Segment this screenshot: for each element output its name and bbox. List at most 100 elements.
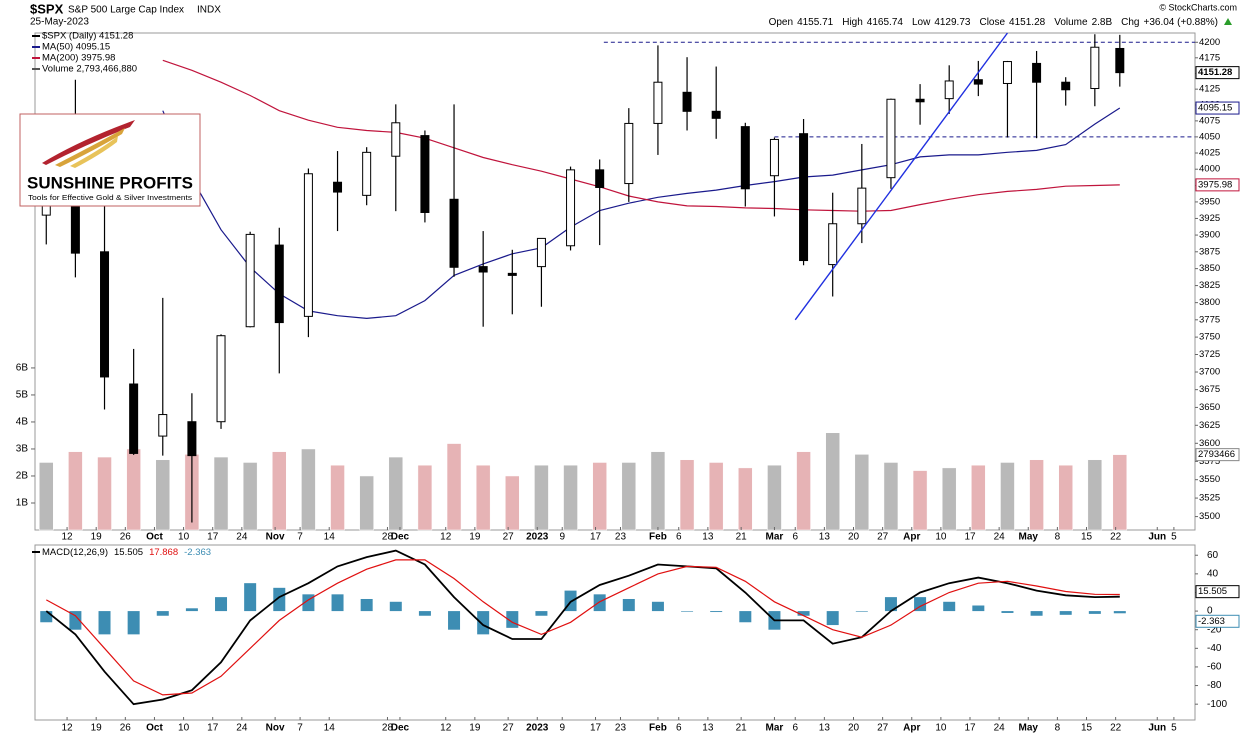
macd-histogram-bar	[535, 611, 548, 616]
volume-bar	[650, 451, 666, 531]
x-tick-label: 13	[702, 532, 714, 543]
x-tick-label: 10	[178, 532, 190, 543]
volume-bar	[796, 451, 811, 531]
price-tick-label: 3600	[1199, 438, 1220, 449]
x-tick-label: 13	[702, 723, 714, 734]
macd-histogram-bar	[448, 611, 461, 630]
x-tick-label: Apr	[903, 723, 920, 734]
volume-bar	[1087, 459, 1103, 531]
quote-value: 2.8B	[1092, 17, 1113, 28]
plot-layer: 1B 2B 3B 4B 5B 6B 3500 3525 3550 3575 3600 3625 3650…	[16, 32, 1227, 734]
x-tick-label: 24	[236, 723, 248, 734]
price-tick-label: 3550	[1199, 474, 1220, 485]
macd-histogram-bar	[389, 601, 402, 612]
quote-line: Open 4155.71 High 4165.74 Low 4129.73 Close 415…	[769, 17, 1218, 28]
price-tick-label: 3950	[1199, 196, 1220, 207]
macd-tick-label: 60	[1207, 550, 1219, 561]
macd-histogram-bar	[1059, 611, 1072, 615]
price-tick-label: 3500	[1199, 511, 1220, 522]
volume-bar	[1000, 462, 1015, 531]
x-tick-label: 24	[236, 532, 248, 543]
macd-histogram-bar	[710, 611, 723, 613]
x-tick-label: 27	[877, 532, 889, 543]
logo-tagline: Tools for Effective Gold & Silver Invest…	[28, 193, 192, 202]
x-tick-label: 22	[1110, 723, 1122, 734]
volume-bar	[301, 448, 316, 531]
legend-label: Volume 2,793,466,880	[42, 64, 137, 75]
x-tick-label: 10	[178, 723, 190, 734]
x-tick-label: 14	[324, 723, 336, 734]
candle-body	[944, 80, 954, 100]
candle-body	[391, 122, 401, 157]
x-tick-label: 15	[1081, 723, 1093, 734]
macd-line	[45, 549, 1120, 706]
x-tick-label: 2023	[526, 532, 549, 543]
candle-body	[1002, 61, 1012, 84]
x-tick-label: 7	[297, 723, 303, 734]
x-tick-label: 10	[935, 532, 947, 543]
price-tick-label: 3850	[1199, 263, 1220, 274]
candle-body	[333, 181, 343, 193]
legend-label: $SPX (Daily) 4151.28	[42, 31, 133, 42]
candle-body	[536, 237, 546, 268]
macd-histogram-bar	[418, 611, 431, 616]
quote-label: High	[842, 17, 863, 28]
x-tick-label: 6	[676, 532, 682, 543]
x-tick-label: 23	[615, 532, 627, 543]
x-tick-label: 17	[590, 532, 602, 543]
volume-bar	[883, 462, 899, 531]
value-box-label: 4095.15	[1198, 103, 1232, 114]
volume-tick-label: 5B	[16, 390, 29, 401]
candle-body	[886, 98, 896, 179]
x-tick-label: 2023	[526, 723, 549, 734]
candle-body	[653, 81, 663, 124]
volume-bar	[708, 462, 724, 531]
x-tick-label: 20	[848, 532, 860, 543]
candle-body	[799, 133, 809, 262]
candle-body	[449, 198, 459, 268]
macd-histogram-bar	[1113, 611, 1126, 614]
candle-body	[1032, 62, 1042, 83]
price-tick-label: 3750	[1199, 332, 1220, 343]
x-tick-label: 6	[676, 723, 682, 734]
price-tick-label: 3575	[1199, 456, 1220, 467]
candle-body	[1115, 47, 1125, 74]
x-tick-label: 17	[207, 532, 219, 543]
price-tick-label: 4025	[1199, 148, 1220, 159]
macd-histogram-bar	[477, 611, 490, 635]
candle-body	[740, 126, 750, 190]
volume-bar	[475, 464, 491, 531]
macd-histogram-bar	[156, 611, 169, 616]
x-tick-label: May	[1019, 723, 1039, 734]
macd-tick-label: 0	[1207, 606, 1213, 617]
volume-bar	[563, 464, 578, 531]
copyright: © StockCharts.com	[1159, 2, 1237, 12]
macd-line	[46, 559, 1120, 696]
candle-body	[274, 244, 284, 324]
x-tick-label: 12	[62, 532, 74, 543]
candle-body	[595, 169, 605, 188]
value-box	[1195, 448, 1240, 462]
macd-histogram-bar	[1088, 611, 1101, 614]
macd-panel	[34, 544, 1196, 721]
quote-value: +36.04 (+0.88%)	[1144, 17, 1219, 28]
quote-value: 4129.73	[934, 17, 971, 28]
candle-body	[915, 98, 925, 103]
volume-tick-label: 6B	[16, 363, 29, 374]
x-tick-label: May	[1019, 532, 1039, 543]
macd-histogram-bar	[1030, 611, 1043, 616]
x-tick-label: 21	[736, 723, 748, 734]
volume-bar	[738, 467, 753, 531]
macd-legend: MACD(12,26,9) 15.505 17.868 -2.363	[42, 547, 211, 558]
macd-histogram-bar	[127, 611, 140, 635]
x-tick-label: Oct	[146, 532, 163, 543]
x-tick-label: Mar	[766, 723, 784, 734]
x-tick-label: Nov	[266, 723, 285, 734]
price-tick-label: 4175	[1199, 52, 1220, 63]
price-tick-label: 3625	[1199, 420, 1220, 431]
value-box	[1195, 101, 1240, 115]
volume-bar	[155, 459, 171, 531]
x-tick-label: 19	[91, 532, 103, 543]
price-tick-label: 3700	[1199, 367, 1220, 378]
